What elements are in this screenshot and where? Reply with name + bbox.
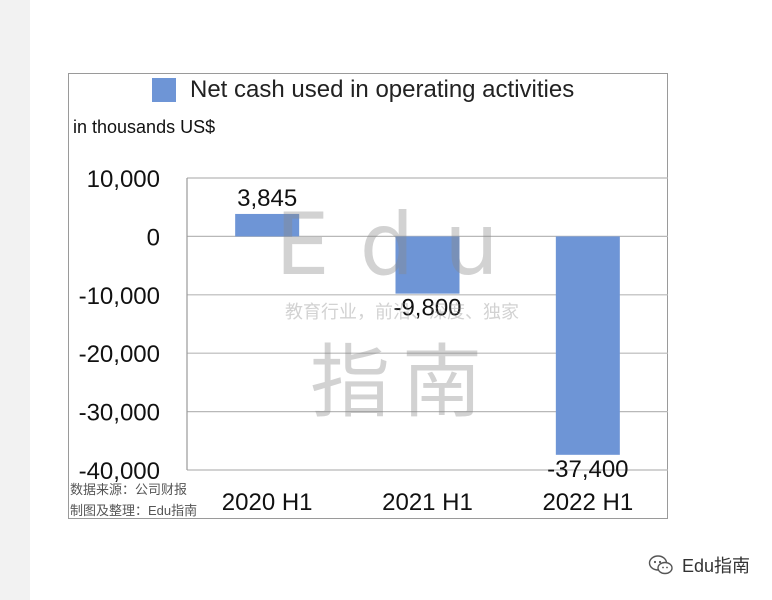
y-axis-unit-label: in thousands US$ bbox=[73, 117, 216, 137]
y-tick-label: -20,000 bbox=[79, 341, 160, 368]
data-label: 3,845 bbox=[237, 185, 297, 212]
source-line-data: 数据来源：公司财报 bbox=[70, 482, 188, 497]
y-axis-ticks: 10,000 0 -10,000 -20,000 -30,000 -40,000 bbox=[79, 166, 160, 485]
bars bbox=[235, 213, 620, 455]
page-left-margin bbox=[0, 0, 30, 600]
source-line-author: 制图及整理：Edu指南 bbox=[70, 503, 198, 518]
bar-2020-h1 bbox=[235, 213, 300, 237]
y-tick-label: 10,000 bbox=[87, 166, 160, 193]
x-tick-label: 2020 H1 bbox=[222, 489, 313, 516]
data-labels: 3,845 -9,800 -37,400 bbox=[237, 185, 628, 483]
watermark-tagline: 教育行业，前沿、深度、独家 bbox=[285, 302, 519, 323]
x-tick-label: 2021 H1 bbox=[382, 489, 473, 516]
y-tick-label: -10,000 bbox=[79, 283, 160, 310]
legend-swatch bbox=[152, 78, 176, 102]
legend-label: Net cash used in operating activities bbox=[190, 76, 575, 103]
wechat-icon bbox=[648, 555, 673, 575]
y-tick-label: -40,000 bbox=[79, 458, 160, 485]
legend: Net cash used in operating activities bbox=[152, 76, 574, 104]
x-axis-ticks: 2020 H1 2021 H1 2022 H1 bbox=[222, 489, 633, 516]
data-label: -9,800 bbox=[393, 295, 461, 322]
y-tick-label: -30,000 bbox=[79, 400, 160, 427]
x-tick-label: 2022 H1 bbox=[542, 489, 633, 516]
data-label: -37,400 bbox=[547, 456, 628, 483]
bar-2022-h1 bbox=[555, 236, 620, 455]
footer-brand: Edu指南 bbox=[648, 552, 750, 578]
watermark-brand: Edu bbox=[275, 195, 528, 295]
bar-2021-h1 bbox=[395, 236, 460, 294]
y-tick-label: 0 bbox=[147, 224, 160, 251]
footer-label: Edu指南 bbox=[681, 556, 750, 576]
watermark-brand-cn: 指南 bbox=[310, 336, 494, 429]
